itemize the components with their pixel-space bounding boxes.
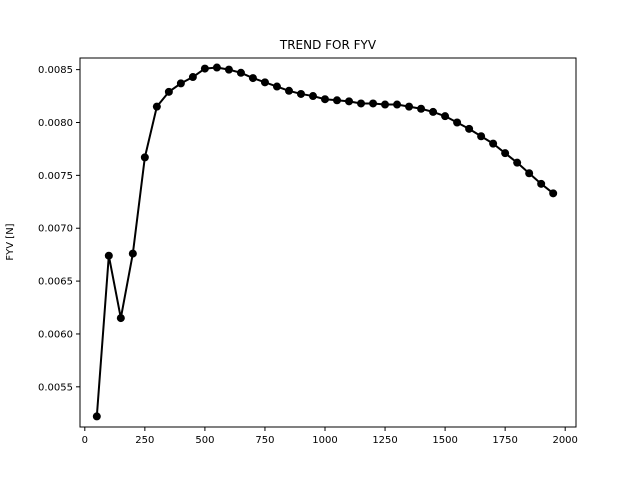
data-point xyxy=(248,74,257,83)
data-point xyxy=(537,179,546,188)
x-tick-label: 1500 xyxy=(432,435,457,446)
data-point xyxy=(321,95,329,104)
data-point xyxy=(441,112,450,121)
y-tick-label: 0.0075 xyxy=(38,171,73,182)
data-point xyxy=(405,102,414,111)
y-tick-label: 0.0055 xyxy=(38,382,73,393)
data-point xyxy=(429,107,438,116)
series-line xyxy=(95,66,554,417)
x-tick-label: 1250 xyxy=(372,435,397,446)
data-point xyxy=(417,104,426,113)
data-point xyxy=(296,89,305,98)
data-point xyxy=(513,158,522,167)
data-point xyxy=(489,139,498,148)
x-tick-label: 1000 xyxy=(312,435,337,446)
data-point xyxy=(333,96,342,105)
data-point xyxy=(357,99,366,108)
data-point xyxy=(465,124,474,133)
data-point xyxy=(453,118,462,127)
data-point xyxy=(345,97,354,106)
y-tick-label: 0.0070 xyxy=(38,224,73,235)
data-point xyxy=(381,100,390,109)
data-point xyxy=(549,189,558,198)
data-point xyxy=(92,412,101,421)
data-point xyxy=(477,132,486,141)
data-point xyxy=(104,251,113,260)
data-point xyxy=(284,86,293,95)
data-point xyxy=(140,153,149,162)
data-point xyxy=(188,73,197,82)
x-tick-label: 750 xyxy=(255,435,274,446)
data-point xyxy=(393,100,402,109)
y-tick-label: 0.0085 xyxy=(38,65,73,76)
data-point xyxy=(236,68,245,77)
data-point xyxy=(224,65,233,74)
x-tick-label: 250 xyxy=(135,435,154,446)
data-point xyxy=(128,249,137,258)
data-point xyxy=(212,63,221,72)
data-point xyxy=(152,102,161,111)
data-point xyxy=(272,82,281,91)
plot-area: 0 250 500 750 1000 1250 1500 1750 2000 0.0055 0.00… xyxy=(38,57,578,446)
y-tick-label: 0.0065 xyxy=(38,277,73,288)
x-tick-label: 0 xyxy=(82,435,88,446)
data-point xyxy=(369,99,378,108)
data-point xyxy=(164,87,173,96)
data-point xyxy=(260,78,269,87)
data-point xyxy=(116,314,125,323)
data-point xyxy=(176,79,185,88)
chart-title: TREND FOR FYV xyxy=(279,38,377,52)
y-axis-label: FYV [N] xyxy=(5,223,16,260)
data-point xyxy=(200,64,209,73)
x-tick-label: 500 xyxy=(195,435,214,446)
data-point xyxy=(501,149,510,158)
axes-frame xyxy=(79,57,577,428)
data-point xyxy=(525,169,534,178)
x-tick-label: 1750 xyxy=(492,435,517,446)
data-point xyxy=(308,92,317,101)
y-tick-label: 0.0060 xyxy=(38,329,73,340)
x-tick-label: 2000 xyxy=(552,435,577,446)
y-tick-label: 0.0080 xyxy=(38,118,73,129)
